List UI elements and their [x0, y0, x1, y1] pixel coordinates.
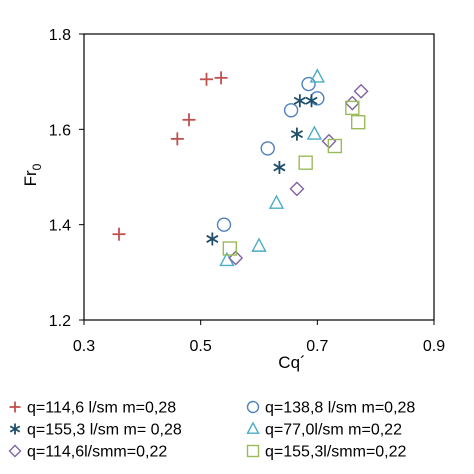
- data-point-circle: [260, 141, 275, 156]
- y-axis-label: Fr0: [21, 163, 44, 186]
- data-point-square: [350, 114, 366, 130]
- data-point-asterisk: [293, 94, 306, 108]
- x-axis-label: Cq´: [278, 353, 305, 372]
- series-plus: [112, 71, 228, 241]
- data-point-triangle: [251, 237, 267, 252]
- data-point-diamond: [289, 181, 305, 197]
- data-point-triangle: [268, 194, 285, 209]
- data-point-triangle: [309, 68, 326, 83]
- series-triangle: [219, 68, 326, 267]
- data-point-asterisk: [206, 232, 219, 246]
- data-points: [112, 68, 369, 267]
- data-point-square: [222, 241, 238, 256]
- data-point-plus: [112, 227, 126, 241]
- y-tick-label: 1.8: [49, 27, 71, 44]
- data-point-diamond: [344, 95, 360, 111]
- legend-marker-diamond: [8, 444, 22, 458]
- series-circle: [216, 76, 325, 232]
- data-point-square: [298, 155, 313, 170]
- legend-label: q=138,8 l/sm m=0,28: [265, 400, 415, 417]
- plot-frame: [83, 33, 435, 321]
- legend-label: q=77,0l/sm m=0,22: [265, 422, 402, 439]
- data-point-circle: [301, 76, 316, 92]
- legend: q=114,6 l/sm m=0,28 q=138,8 l/sm m=0,28 q=…: [8, 400, 415, 461]
- legend-marker-circle: [246, 400, 260, 414]
- legend-label: q=114,6 l/sm m=0,28: [27, 400, 176, 417]
- data-point-plus: [182, 113, 196, 127]
- axis-ticks: 0.3 0.5 0.7 0.9 1.2 1.4 1.6 1.8: [49, 27, 445, 355]
- legend-marker-square: [246, 444, 260, 458]
- axis-labels: Cq´ Fr0: [21, 163, 306, 372]
- data-point-circle: [216, 217, 232, 232]
- x-tick-label: 0.7: [306, 338, 328, 355]
- series-diamond: [228, 83, 369, 266]
- y-axis-label-main: Fr: [21, 170, 40, 186]
- data-point-diamond: [353, 83, 369, 99]
- data-point-plus: [200, 72, 213, 86]
- plot-area-border: [83, 33, 435, 321]
- data-point-triangle: [306, 125, 323, 140]
- x-tick-label: 0.9: [423, 338, 445, 355]
- data-point-circle: [283, 103, 299, 118]
- y-tick-label: 1.2: [49, 313, 71, 330]
- y-tick-label: 1.6: [49, 122, 71, 139]
- legend-marker-asterisk: [9, 423, 21, 435]
- legend-label: q=155,3 l/sm m= 0,28: [27, 422, 182, 439]
- y-tick-label: 1.4: [49, 218, 71, 235]
- series-square: [222, 100, 366, 256]
- x-tick-label: 0.5: [190, 338, 212, 355]
- data-point-plus: [214, 71, 228, 85]
- data-point-square: [327, 138, 343, 154]
- data-point-asterisk: [273, 160, 286, 174]
- data-point-asterisk: [305, 94, 318, 108]
- legend-label: q=114,6l/smm=0,22: [27, 444, 167, 461]
- data-point-asterisk: [290, 127, 304, 141]
- y-axis-label-sub: 0: [30, 163, 44, 170]
- series-asterisk: [206, 94, 318, 246]
- data-point-diamond: [228, 250, 244, 266]
- legend-marker-triangle: [246, 421, 260, 434]
- legend-marker-plus: [9, 401, 21, 413]
- data-point-square: [345, 100, 360, 116]
- x-tick-label: 0.3: [73, 338, 95, 355]
- data-point-plus: [170, 132, 184, 146]
- legend-label: q=155,3l/smm=0,22: [265, 444, 407, 461]
